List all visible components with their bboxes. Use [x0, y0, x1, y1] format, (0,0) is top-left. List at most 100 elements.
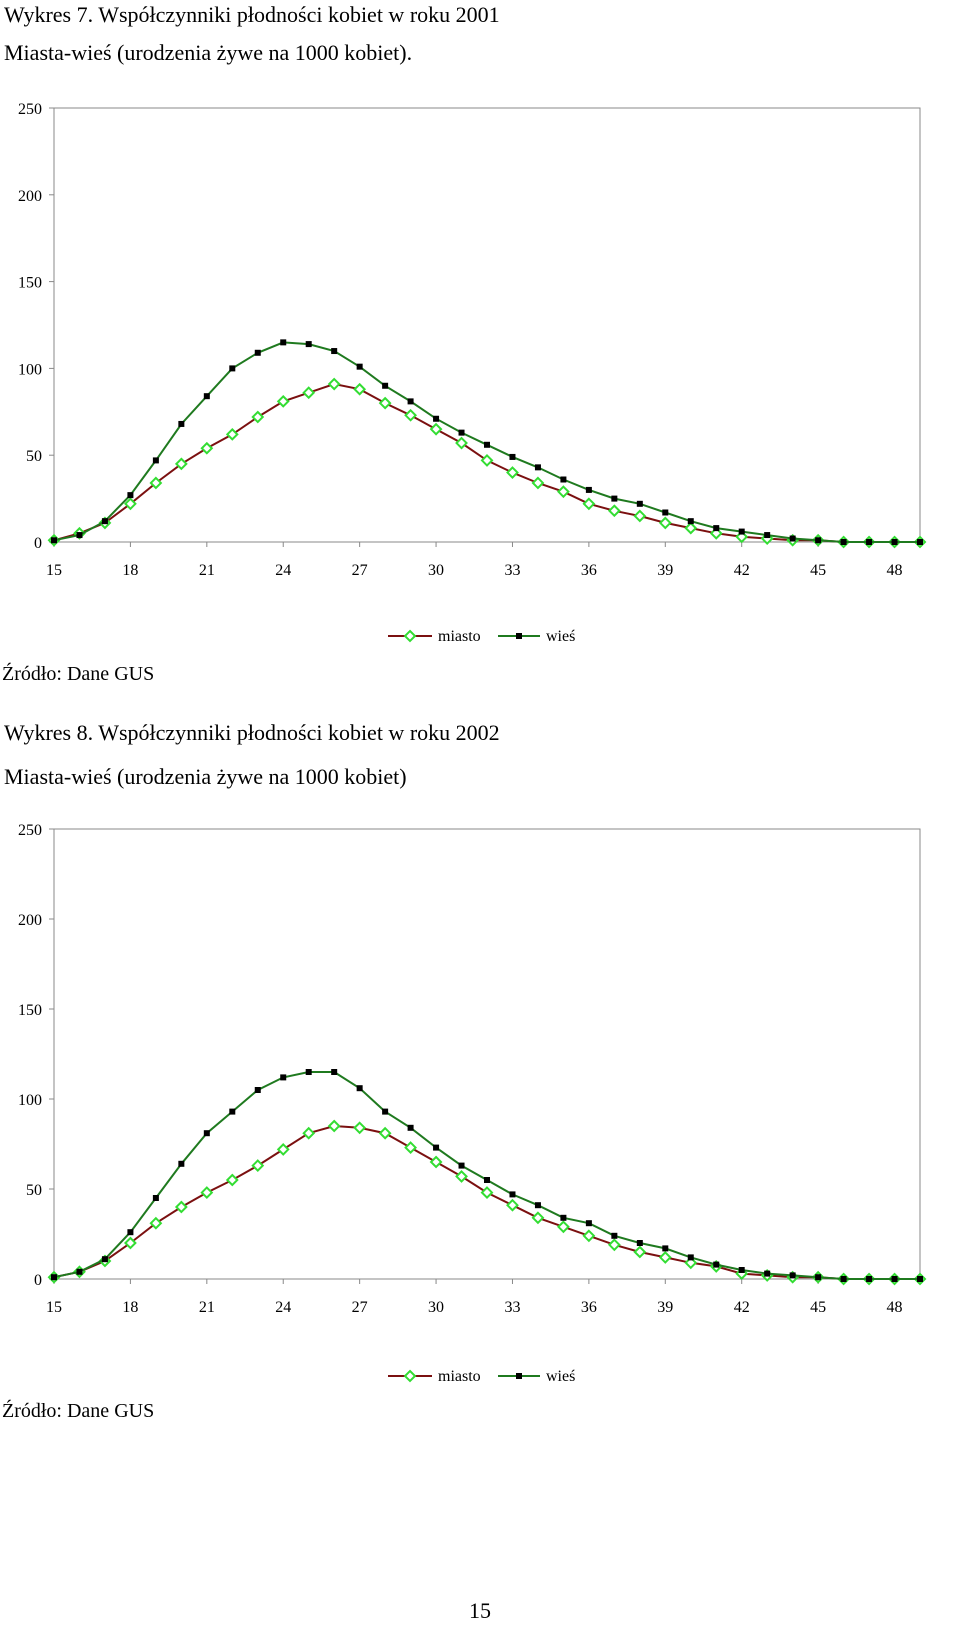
x-tick-label: 33 [504, 562, 520, 579]
data-point-miasto [531, 1211, 545, 1225]
data-point-wies [331, 1069, 338, 1075]
data-point-wies [866, 1276, 873, 1282]
data-point-miasto [149, 1216, 163, 1230]
chart2-subtitle: Miasta-wieś (urodzenia żywe na 1000 kobi… [4, 764, 407, 789]
x-tick-label: 15 [46, 1299, 62, 1316]
series-line-miasto [53, 1124, 920, 1280]
x-tick-label: 45 [810, 1299, 826, 1316]
data-point-wies [509, 453, 516, 460]
data-point-wies [331, 348, 338, 355]
data-point-wies [738, 528, 745, 535]
y-tick-label: 100 [18, 1092, 42, 1109]
x-tick-label: 48 [887, 562, 903, 579]
data-point-miasto [353, 1121, 367, 1135]
data-point-miasto [658, 516, 672, 530]
data-point-wies [560, 1214, 567, 1221]
data-point-wies [254, 349, 261, 356]
x-tick-label: 15 [46, 562, 62, 579]
x-tick-label: 24 [275, 562, 291, 579]
data-point-wies [509, 1191, 516, 1198]
x-tick-label: 24 [275, 1299, 291, 1316]
data-point-wies [764, 1270, 771, 1277]
chart1-plot: 0 50 100 150 200 250 15 18 21 24 27 30 33 36 39 42 45 48 m… [18, 101, 927, 645]
data-point-miasto [378, 396, 392, 410]
data-point-miasto [276, 394, 290, 408]
data-point-miasto [302, 1126, 316, 1140]
data-point-wies [433, 1144, 440, 1151]
data-point-miasto [582, 497, 596, 511]
data-point-wies [891, 539, 898, 545]
data-point-miasto [506, 1198, 519, 1212]
data-point-wies [407, 1124, 414, 1131]
data-point-miasto [302, 386, 316, 400]
data-point-wies [636, 1240, 643, 1246]
x-tick-label: 42 [734, 1299, 750, 1316]
x-tick-label: 30 [428, 562, 444, 579]
data-point-wies [891, 1276, 898, 1282]
data-point-wies [101, 1256, 108, 1263]
x-tick-label: 48 [887, 1299, 903, 1316]
data-point-miasto [455, 436, 468, 450]
data-point-miasto [455, 1169, 468, 1183]
y-tick-label: 50 [26, 1182, 42, 1199]
data-point-wies [407, 398, 414, 405]
data-point-miasto [404, 1141, 418, 1155]
data-point-wies [585, 1220, 592, 1227]
data-point-wies [458, 429, 465, 436]
data-point-wies [840, 1276, 847, 1282]
y-tick-label: 250 [18, 101, 42, 118]
y-tick-label: 50 [26, 448, 42, 465]
legend-label-miasto: miasto [438, 628, 481, 645]
data-point-miasto [225, 427, 239, 441]
data-point-wies [866, 539, 873, 545]
y-tick-label: 0 [34, 535, 42, 552]
data-point-miasto [607, 504, 621, 518]
chart2-plot: 0 50 100 150 200 250 15 18 21 24 27 30 33 36 39 42 45 48 m… [18, 822, 927, 1385]
data-point-wies [76, 532, 83, 539]
data-point-miasto [607, 1238, 621, 1252]
data-point-miasto [480, 453, 494, 467]
series-line-wies [53, 1071, 920, 1280]
data-point-wies [152, 457, 159, 464]
data-point-wies [127, 1229, 134, 1236]
data-point-wies [51, 537, 57, 544]
data-point-wies [662, 1245, 669, 1252]
data-point-miasto [429, 1155, 443, 1169]
data-point-wies [305, 341, 312, 348]
data-point-miasto [353, 382, 367, 396]
data-point-miasto [327, 377, 341, 391]
x-tick-label: 21 [199, 562, 215, 579]
data-point-wies [687, 518, 694, 525]
data-point-wies [178, 1160, 185, 1167]
data-point-miasto [174, 457, 188, 471]
data-point-wies [585, 486, 592, 493]
y-tick-label: 150 [18, 1002, 42, 1019]
data-point-wies [764, 532, 771, 539]
data-point-miasto [276, 1142, 290, 1156]
data-point-wies [534, 464, 541, 471]
x-tick-label: 45 [810, 562, 826, 579]
data-point-wies [101, 518, 108, 525]
data-point-wies [534, 1202, 541, 1209]
data-point-wies [51, 1274, 57, 1281]
data-point-wies [280, 339, 287, 346]
y-tick-label: 0 [34, 1272, 42, 1289]
data-point-wies [560, 476, 567, 483]
data-point-wies [917, 539, 923, 545]
data-point-miasto [531, 476, 545, 490]
plot-frame [53, 828, 921, 1280]
data-point-wies [178, 420, 185, 427]
data-point-miasto [556, 485, 570, 499]
chart1-subtitle: Miasta-wieś (urodzenia żywe na 1000 kobi… [4, 40, 413, 65]
data-point-miasto [582, 1229, 596, 1243]
data-point-wies [484, 1177, 490, 1183]
data-point-miasto [429, 422, 443, 436]
data-point-miasto [556, 1220, 570, 1234]
data-point-wies [815, 537, 822, 544]
data-point-wies [458, 1162, 465, 1169]
x-tick-label: 39 [657, 562, 673, 579]
data-point-wies [840, 539, 847, 545]
data-point-wies [229, 365, 236, 372]
plot-frame [53, 107, 921, 543]
data-point-wies [280, 1074, 287, 1081]
